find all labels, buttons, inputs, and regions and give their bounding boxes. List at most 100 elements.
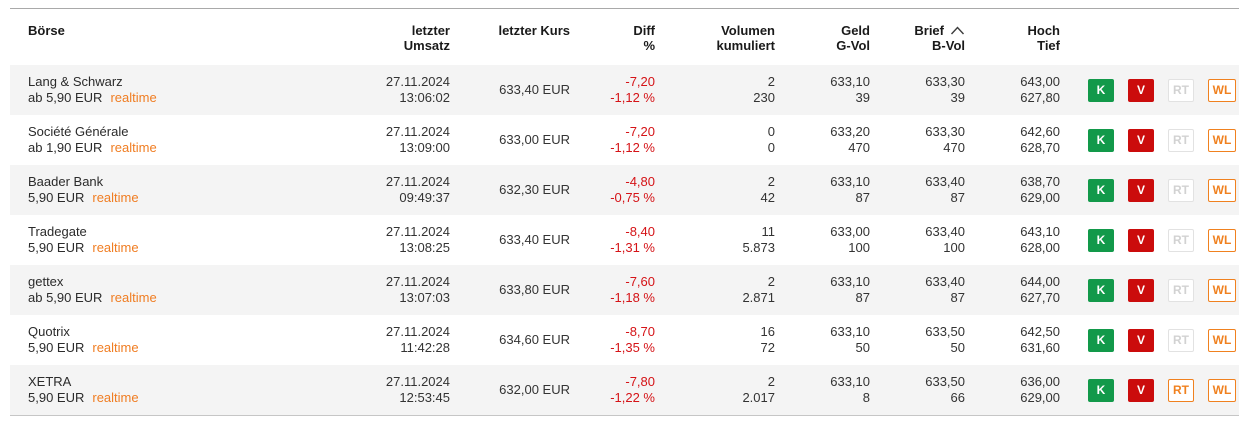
high-low-cell: 643,00 627,80 <box>965 65 1060 115</box>
exchange-name: gettex <box>28 274 64 289</box>
ask-volume: 100 <box>943 240 965 255</box>
volume-cell: 0 0 <box>655 115 775 165</box>
watchlist-button[interactable]: WL <box>1208 378 1236 402</box>
col-header-diff[interactable]: Diff % <box>633 23 655 53</box>
row-actions: K V RT WL <box>1088 178 1239 202</box>
bid-cell: 633,10 87 <box>775 165 870 215</box>
realtime-link[interactable]: realtime <box>92 190 139 205</box>
bid-cell: 633,20 470 <box>775 115 870 165</box>
sell-button[interactable]: V <box>1128 128 1154 152</box>
diff-absolute: -7,20 <box>625 124 655 139</box>
col-header-letzter-umsatz[interactable]: letzter Umsatz <box>403 23 450 53</box>
buy-button[interactable]: K <box>1088 178 1114 202</box>
col-header-volumen[interactable]: Volumen kumuliert <box>716 23 775 53</box>
last-trade-time: 13:06:02 <box>399 90 450 105</box>
watchlist-button[interactable]: WL <box>1208 178 1236 202</box>
table-row: gettex ab 5,90 EUR realtime 27.11.2024 13… <box>10 265 1239 315</box>
row-actions: K V RT WL <box>1088 128 1239 152</box>
high-price: 642,50 <box>1020 324 1060 339</box>
buy-button[interactable]: K <box>1088 328 1114 352</box>
col-header-hoch-tief[interactable]: Hoch Tief <box>1027 23 1061 53</box>
diff-cell: -8,70 -1,35 % <box>570 315 655 365</box>
low-price: 628,70 <box>1020 140 1060 155</box>
diff-absolute: -7,80 <box>625 374 655 389</box>
row-actions: K V RT WL <box>1088 78 1239 102</box>
table-header: Börse letzter Umsatz letzter Kurs Diff %… <box>10 9 1239 65</box>
col-header-boerse[interactable]: Börse <box>10 9 340 65</box>
buy-button[interactable]: K <box>1088 378 1114 402</box>
table-row: Société Générale ab 1,90 EUR realtime 27.… <box>10 115 1239 165</box>
realtime-push-button[interactable]: RT <box>1168 378 1194 402</box>
realtime-link[interactable]: realtime <box>92 240 139 255</box>
col-header-letzter-kurs[interactable]: letzter Kurs <box>498 23 570 38</box>
last-price: 633,40 EUR <box>499 232 570 247</box>
diff-cell: -7,80 -1,22 % <box>570 365 655 415</box>
diff-percent: -1,18 % <box>610 290 655 305</box>
sell-button[interactable]: V <box>1128 278 1154 302</box>
high-price: 636,00 <box>1020 374 1060 389</box>
low-price: 627,80 <box>1020 90 1060 105</box>
watchlist-button[interactable]: WL <box>1208 278 1236 302</box>
exchange-name: Quotrix <box>28 324 70 339</box>
diff-cell: -7,20 -1,12 % <box>570 115 655 165</box>
diff-percent: -1,12 % <box>610 140 655 155</box>
sell-button[interactable]: V <box>1128 78 1154 102</box>
realtime-push-button: RT <box>1168 328 1194 352</box>
buy-button[interactable]: K <box>1088 278 1114 302</box>
low-price: 631,60 <box>1020 340 1060 355</box>
last-trade-date: 27.11.2024 <box>385 124 450 139</box>
watchlist-button[interactable]: WL <box>1208 228 1236 252</box>
col-header-geld[interactable]: Geld G-Vol <box>836 23 870 53</box>
realtime-link[interactable]: realtime <box>110 90 157 105</box>
high-low-cell: 642,60 628,70 <box>965 115 1060 165</box>
volume-cell: 2 230 <box>655 65 775 115</box>
table-row: XETRA 5,90 EUR realtime 27.11.2024 12:53:… <box>10 365 1239 415</box>
high-low-cell: 644,00 627,70 <box>965 265 1060 315</box>
sell-button[interactable]: V <box>1128 328 1154 352</box>
exchange-quote-table: Börse letzter Umsatz letzter Kurs Diff %… <box>10 8 1239 416</box>
realtime-link[interactable]: realtime <box>92 390 139 405</box>
watchlist-button[interactable]: WL <box>1208 128 1236 152</box>
diff-percent: -1,35 % <box>610 340 655 355</box>
high-low-cell: 642,50 631,60 <box>965 315 1060 365</box>
realtime-link[interactable]: realtime <box>92 340 139 355</box>
last-price: 633,80 EUR <box>499 282 570 297</box>
low-price: 629,00 <box>1020 390 1060 405</box>
last-trade-time: 13:08:25 <box>399 240 450 255</box>
high-price: 643,10 <box>1020 224 1060 239</box>
last-trade-cell: 27.11.2024 09:49:37 <box>340 165 450 215</box>
ask-volume: 87 <box>950 190 965 205</box>
ask-cell: 633,40 87 <box>870 265 965 315</box>
exchange-fee: 5,90 EUR <box>28 190 85 205</box>
last-trade-date: 27.11.2024 <box>385 374 450 389</box>
last-trade-time: 11:42:28 <box>400 340 450 355</box>
row-actions: K V RT WL <box>1088 278 1239 302</box>
buy-button[interactable]: K <box>1088 128 1114 152</box>
last-price: 633,00 EUR <box>499 132 570 147</box>
ask-price: 633,50 <box>925 374 965 389</box>
realtime-link[interactable]: realtime <box>110 140 157 155</box>
bid-price: 633,10 <box>830 324 870 339</box>
sell-button[interactable]: V <box>1128 178 1154 202</box>
high-price: 638,70 <box>1020 174 1060 189</box>
diff-absolute: -8,70 <box>625 324 655 339</box>
watchlist-button[interactable]: WL <box>1208 78 1236 102</box>
ask-volume: 66 <box>950 390 965 405</box>
ask-price: 633,40 <box>925 174 965 189</box>
diff-absolute: -8,40 <box>625 224 655 239</box>
sell-button[interactable]: V <box>1128 228 1154 252</box>
col-header-brief[interactable]: Brief B-Vol <box>914 23 965 53</box>
watchlist-button[interactable]: WL <box>1208 328 1236 352</box>
last-trade-date: 27.11.2024 <box>385 224 450 239</box>
diff-cell: -4,80 -0,75 % <box>570 165 655 215</box>
diff-percent: -1,31 % <box>610 240 655 255</box>
volume-count: 16 <box>760 324 775 339</box>
buy-button[interactable]: K <box>1088 78 1114 102</box>
sell-button[interactable]: V <box>1128 378 1154 402</box>
realtime-link[interactable]: realtime <box>110 290 157 305</box>
diff-cell: -7,20 -1,12 % <box>570 65 655 115</box>
table-row: Tradegate 5,90 EUR realtime 27.11.2024 13… <box>10 215 1239 265</box>
bid-volume: 87 <box>855 190 870 205</box>
buy-button[interactable]: K <box>1088 228 1114 252</box>
bid-volume: 470 <box>848 140 870 155</box>
